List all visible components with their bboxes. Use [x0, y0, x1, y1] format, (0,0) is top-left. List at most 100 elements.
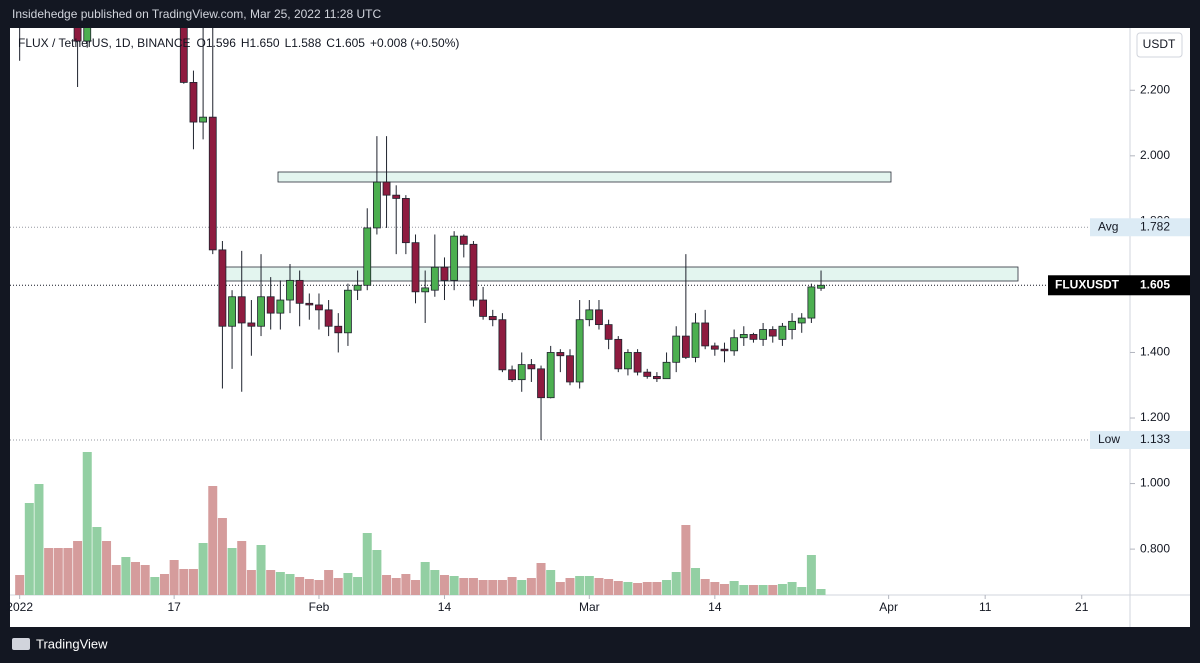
candle-body — [334, 325, 343, 334]
volume-bar — [594, 578, 604, 595]
candle-body — [266, 296, 275, 314]
candle-body — [295, 279, 304, 304]
candle-body — [730, 337, 739, 352]
price-line-box — [1090, 218, 1190, 237]
volume-bar — [227, 548, 237, 595]
last-price-box — [1048, 275, 1190, 296]
candle-body — [537, 368, 545, 399]
panel — [10, 28, 1190, 627]
legend-item: O1.596 — [197, 36, 237, 50]
candle-body — [681, 335, 690, 358]
candle-body — [652, 375, 661, 380]
volume-bar — [478, 580, 488, 595]
volume-bar — [565, 578, 575, 595]
candle-body — [624, 352, 632, 370]
legend-item: L1.588 — [285, 36, 322, 50]
volume-bar — [768, 585, 778, 595]
volume-bar — [266, 570, 276, 595]
candle-body — [363, 227, 372, 286]
volume-bar — [217, 518, 227, 595]
candle-body — [720, 348, 729, 352]
volume-bar — [24, 503, 34, 595]
candle-body — [566, 355, 574, 383]
x-tick-label: Mar — [579, 600, 600, 614]
candle-body — [604, 324, 613, 340]
volume-bar — [324, 570, 334, 595]
volume-bar — [121, 557, 131, 595]
volume-bar — [459, 578, 469, 595]
volume-bar — [237, 541, 247, 595]
support-zone — [223, 266, 1019, 282]
volume-bar — [517, 580, 527, 595]
volume-bar — [159, 574, 169, 595]
candle-body — [73, 28, 82, 42]
line-layer — [10, 226, 1130, 441]
volume-bar — [63, 548, 73, 595]
y-tick-label: 1.200 — [1140, 410, 1170, 424]
volume-bar — [575, 576, 585, 595]
candle-body — [257, 296, 265, 327]
candle-body — [430, 266, 439, 291]
candle-body — [517, 364, 526, 381]
x-tick-label: 11 — [979, 600, 992, 614]
candle-body — [218, 249, 227, 327]
candle-body — [614, 338, 623, 370]
volume-bar — [507, 577, 517, 595]
volume-bar — [53, 548, 63, 595]
volume-bar — [208, 486, 218, 595]
volume-bar — [681, 525, 691, 595]
candle-body — [575, 319, 584, 383]
candle-body — [701, 322, 710, 347]
candle-body — [353, 284, 362, 291]
volume-bar — [806, 555, 816, 595]
candle-body — [372, 181, 381, 229]
price-line-box — [1090, 430, 1190, 449]
y-tick-label: 1.000 — [1140, 476, 1170, 490]
volume-bar — [73, 541, 83, 595]
candle-body — [488, 316, 497, 321]
candle-body — [189, 82, 198, 123]
candle-body — [788, 320, 796, 330]
currency: USDT — [1143, 37, 1176, 51]
price-line-value: 1.782 — [1140, 219, 1170, 233]
x-tick-label: 2022 — [6, 600, 33, 614]
price-line-label: Avg — [1098, 219, 1118, 233]
legend-item: C1.605 — [326, 36, 365, 50]
volume-bar — [623, 582, 633, 595]
volume-bar — [304, 579, 314, 595]
candle-body — [286, 279, 294, 301]
volume-bar — [246, 570, 256, 595]
volume-bar — [777, 584, 787, 595]
volume-bar — [613, 581, 623, 595]
candle-body — [768, 329, 777, 337]
candle-body — [807, 286, 816, 319]
candle-body — [179, 28, 188, 83]
volume-bar — [787, 582, 797, 595]
candle-body — [633, 352, 642, 373]
candle-body — [527, 364, 536, 370]
candle-body — [672, 335, 681, 363]
volume-bar — [604, 579, 614, 595]
candle-body — [228, 296, 236, 327]
x-tick-label: Feb — [309, 600, 330, 614]
volume-bar — [700, 579, 710, 595]
volume-bar — [150, 577, 160, 595]
x-tick-label: 17 — [167, 600, 181, 614]
legend-item: H1.650 — [241, 36, 280, 50]
x-tick-label: 21 — [1075, 600, 1089, 614]
candle-body — [440, 266, 449, 281]
footer: TradingView — [36, 636, 108, 651]
volume-bar — [555, 582, 565, 595]
volume-bar — [671, 572, 681, 595]
volume-bar — [468, 578, 478, 595]
volume-bar — [739, 585, 749, 595]
volume-bar — [411, 580, 421, 595]
candle-body — [662, 361, 671, 380]
candle-body — [817, 284, 825, 289]
candle-body — [208, 116, 217, 251]
volume-bar — [372, 550, 382, 595]
volume-bar — [652, 582, 662, 595]
candle-body — [401, 198, 410, 244]
candle-body — [759, 329, 768, 340]
candle-body — [595, 309, 603, 326]
